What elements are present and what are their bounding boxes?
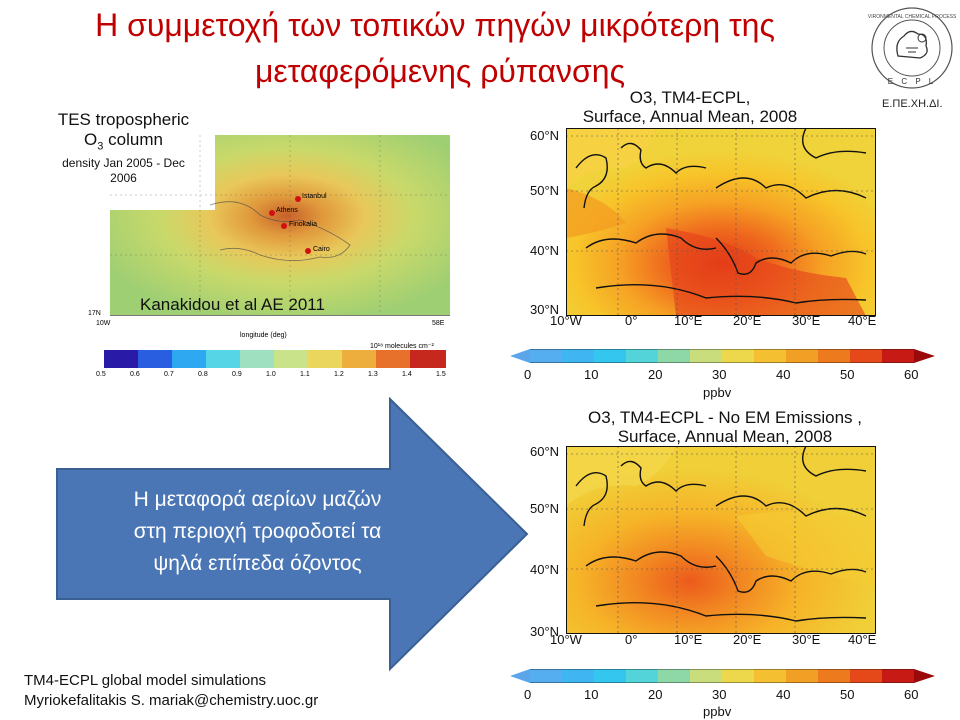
credit: TM4-ECPL global model simulations Myriok… [24, 671, 318, 711]
svg-text:E C P L: E C P L [888, 77, 936, 86]
map1-title: O3, TM4-ECPL, Surface, Annual Mean, 2008 [560, 88, 820, 126]
tes-tick: 1.3 [368, 371, 378, 378]
cb2-tick: 20 [648, 687, 663, 702]
cb2-tick: 60 [904, 687, 919, 702]
map2-lon-label: 0° [625, 632, 638, 647]
cb1-tick: 30 [712, 367, 727, 382]
map2-lat-label: 40°N [530, 562, 560, 577]
map1-lon-label: 20°E [733, 313, 762, 328]
cb1-tick: 0 [524, 367, 532, 382]
slide-title-line2: μεταφερόμενης ρύπανσης [254, 53, 625, 89]
credit-line1: TM4-ECPL global model simulations [24, 672, 267, 689]
map1-lon-label: 10°E [674, 313, 703, 328]
colorbar-2 [510, 668, 935, 684]
city-istanbul-label: Istanbul [302, 193, 327, 200]
tes-tick: 0.5 [96, 371, 106, 378]
colorbar-2-ticks: 0 10 20 30 40 50 60 [524, 687, 944, 703]
map2-title: O3, TM4-ECPL - No EM Emissions , Surface… [545, 408, 905, 446]
cb1-tick: 50 [840, 367, 855, 382]
map2-lon-label: 40°E [848, 632, 877, 647]
map1-plot [566, 127, 876, 316]
cb2-tick: 50 [840, 687, 855, 702]
map2-lat-label: 50°N [530, 501, 560, 516]
cb1-tick: 40 [776, 367, 791, 382]
tes-line2: O3 column [84, 130, 163, 153]
svg-text:ENVIRONMENTAL CHEMICAL PROCESS: ENVIRONMENTAL CHEMICAL PROCESSES [868, 14, 956, 20]
arrow-text-line2: στη περιοχή τροφοδοτεί τα [133, 520, 382, 543]
tes-line3: density Jan 2005 - Dec [62, 156, 185, 171]
cb2-tick: 40 [776, 687, 791, 702]
map2-lon-label: 10°E [674, 632, 703, 647]
map1-lat-label: 50°N [530, 183, 560, 198]
tes-caption: TES tropospheric O3 column density Jan 2… [16, 110, 231, 186]
arrow-text: Η μεταφορά αερίων μαζών στη περιοχή τροφ… [60, 484, 455, 580]
colorbar-1-unit: ppbv [703, 385, 732, 400]
tes-tick: 1.2 [334, 371, 344, 378]
map2-lat-label: 30°N [530, 624, 560, 639]
arrow-text-line1: Η μεταφορά αερίων μαζών [133, 488, 382, 511]
cb1-tick: 10 [584, 367, 599, 382]
tes-colorbar [104, 350, 446, 368]
credit-line2: Myriokefalitakis S. mariak@chemistry.uoc… [24, 692, 319, 709]
map2-lat-label: 60°N [530, 444, 560, 459]
map1-lon-label: 0° [625, 313, 638, 328]
tes-tick: 1.1 [300, 371, 310, 378]
tes-line4: 2006 [110, 171, 137, 186]
ecpl-logo: ENVIRONMENTAL CHEMICAL PROCESSES E C P L [861, 4, 960, 96]
slide-title-line1: Η συμμετοχή των τοπικών πηγών μικρότερη … [95, 7, 775, 43]
tes-xlabel: longitude (deg) [240, 332, 287, 339]
colorbar-1-ticks: 0 10 20 30 40 50 60 [524, 367, 944, 383]
city-cairo-label: Cairo [313, 246, 330, 253]
tes-colorbar-ticks: 0.5 0.6 0.7 0.8 0.9 1.0 1.1 1.2 1.3 1.4 … [96, 371, 456, 383]
map1-lat-label: 40°N [530, 243, 560, 258]
tes-line1: TES tropospheric [57, 110, 190, 129]
map1-lat-label: 60°N [530, 128, 560, 143]
cb2-tick: 10 [584, 687, 599, 702]
tes-tick: 1.4 [402, 371, 412, 378]
cb2-tick: 30 [712, 687, 727, 702]
colorbar-1 [510, 348, 935, 364]
cb1-tick: 60 [904, 367, 919, 382]
map1-title-line1: O3, TM4-ECPL, [629, 88, 751, 107]
tes-tick: 0.7 [164, 371, 174, 378]
map2-lon-label: 10°W [550, 632, 582, 647]
colorbar-2-unit: ppbv [703, 704, 732, 719]
tes-tick: 0.6 [130, 371, 140, 378]
map2-lon-label: 20°E [733, 632, 762, 647]
map2-title-line2: Surface, Annual Mean, 2008 [617, 427, 833, 446]
tes-tick: 1.5 [436, 371, 446, 378]
city-athens-label: Athens [276, 207, 298, 214]
city-finokalia-label: Finokalia [289, 221, 318, 228]
map1-title-line2: Surface, Annual Mean, 2008 [582, 107, 798, 126]
map1-lon-label: 40°E [848, 313, 877, 328]
tes-lon-left: 10W [96, 320, 111, 327]
cb2-tick: 0 [524, 687, 532, 702]
map2-title-line1: O3, TM4-ECPL - No EM Emissions , [588, 408, 862, 427]
tes-map [90, 135, 450, 385]
tes-citation: Kanakidou et al AE 2011 [140, 295, 325, 314]
arrow-text-line3: ψηλά επίπεδα όζοντος [153, 552, 362, 575]
tes-lat-label: 17N [88, 310, 101, 317]
logo-caption: Ε.ΠΕ.ΧΗ.ΔΙ. [882, 98, 943, 110]
tes-units: 10¹⁸ molecules cm⁻² [370, 343, 434, 350]
map1-lon-label: 10°W [550, 313, 582, 328]
cb1-tick: 20 [648, 367, 663, 382]
map2-plot [566, 445, 876, 634]
tes-tick: 0.8 [198, 371, 208, 378]
map2-lon-label: 30°E [792, 632, 821, 647]
transport-arrow [55, 396, 530, 672]
map1-lon-label: 30°E [792, 313, 821, 328]
tes-lon-right: 58E [432, 320, 445, 327]
tes-tick: 1.0 [266, 371, 276, 378]
tes-tick: 0.9 [232, 371, 242, 378]
map1-lat-label: 30°N [530, 302, 560, 317]
